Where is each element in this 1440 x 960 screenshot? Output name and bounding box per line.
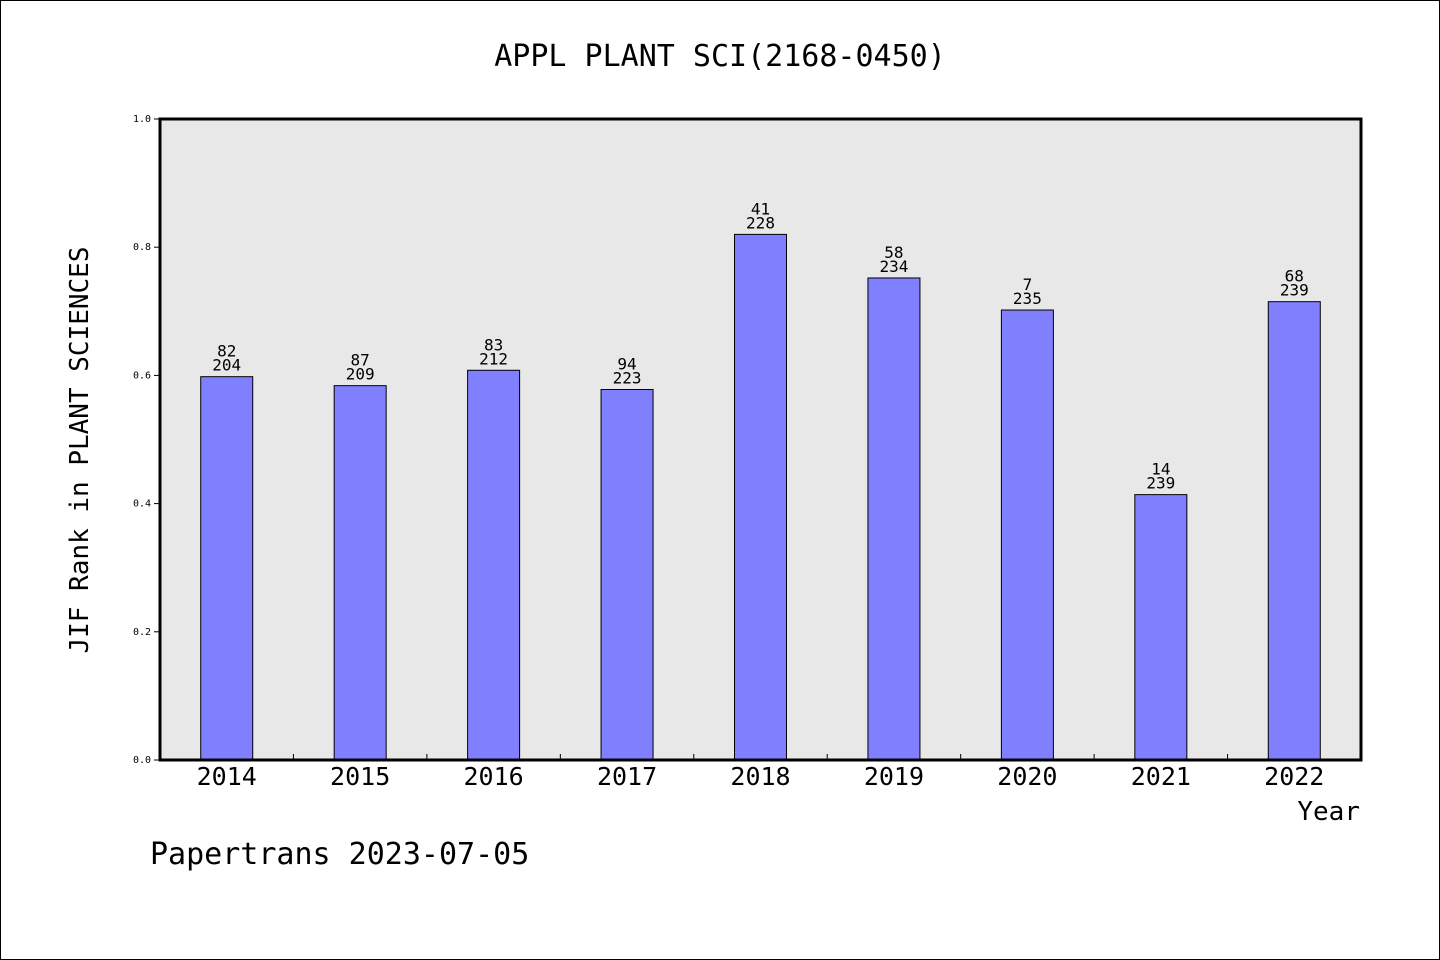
- x-tick-label: 2014: [197, 762, 257, 791]
- chart-title: APPL PLANT SCI(2168-0450): [494, 39, 946, 74]
- x-tick-label: 2020: [997, 762, 1057, 791]
- bar-2019: [867, 277, 921, 761]
- x-tick-label: 2016: [464, 762, 524, 791]
- bar-2015: [333, 385, 387, 761]
- bar-2018: [734, 233, 787, 761]
- y-axis: 0.0 0.2 0.4 0.6 0.8 1.0: [133, 114, 160, 766]
- x-tick-label: 2019: [864, 762, 924, 791]
- bar-total-label: 235: [1013, 289, 1042, 308]
- x-tick-label: 2021: [1131, 762, 1191, 791]
- x-tick-label: 2022: [1264, 762, 1324, 791]
- bar-2016: [467, 369, 521, 761]
- bar-rank-label: 82: [217, 342, 236, 361]
- bar-total-label: 239: [1146, 474, 1175, 493]
- bar-rank-label: 68: [1285, 267, 1304, 286]
- bar-total-label: 212: [479, 349, 508, 368]
- bar-rank-label: 41: [751, 199, 770, 218]
- footer-source-date: Papertrans 2023-07-05: [150, 837, 529, 872]
- bar-2017: [600, 389, 654, 761]
- bar-rank-label: 7: [1023, 275, 1033, 294]
- y-tick-label: 0.2: [133, 627, 151, 638]
- x-tick-label: 2015: [330, 762, 390, 791]
- bar-rank-label: 58: [884, 243, 903, 262]
- bars-group: [200, 233, 1321, 761]
- bar-total-label: 228: [746, 213, 775, 232]
- bar-total-label: 204: [212, 356, 241, 375]
- y-tick-label: 1.0: [133, 114, 151, 125]
- y-tick-label: 0.8: [133, 242, 151, 253]
- bar-total-label: 209: [346, 365, 375, 384]
- bar-rank-label: 14: [1151, 460, 1170, 479]
- y-tick-label: 0.0: [133, 755, 151, 766]
- y-axis-label: JIF Rank in PLANT SCIENCES: [65, 247, 95, 654]
- bar-2014: [200, 376, 254, 761]
- bar-total-label: 223: [613, 369, 642, 388]
- bar-2020: [1000, 309, 1054, 761]
- y-tick-label: 0.6: [133, 370, 151, 381]
- x-axis: 2014 2015 2016 2017 2018 2019 2020 2021 2022: [197, 754, 1324, 791]
- bar-total-label: 234: [879, 257, 908, 276]
- bar-rank-label: 83: [484, 335, 503, 354]
- x-tick-label: 2017: [597, 762, 657, 791]
- x-axis-label: Year: [1297, 797, 1360, 827]
- plot-border: [158, 117, 1363, 762]
- bar-rank-label: 87: [351, 351, 370, 370]
- bar-total-label: 239: [1280, 281, 1309, 300]
- bar-2021: [1134, 494, 1188, 761]
- y-tick-label: 0.4: [133, 499, 151, 510]
- x-tick-label: 2018: [730, 762, 790, 791]
- bar-2022: [1267, 301, 1321, 761]
- bar-rank-label: 94: [617, 355, 636, 374]
